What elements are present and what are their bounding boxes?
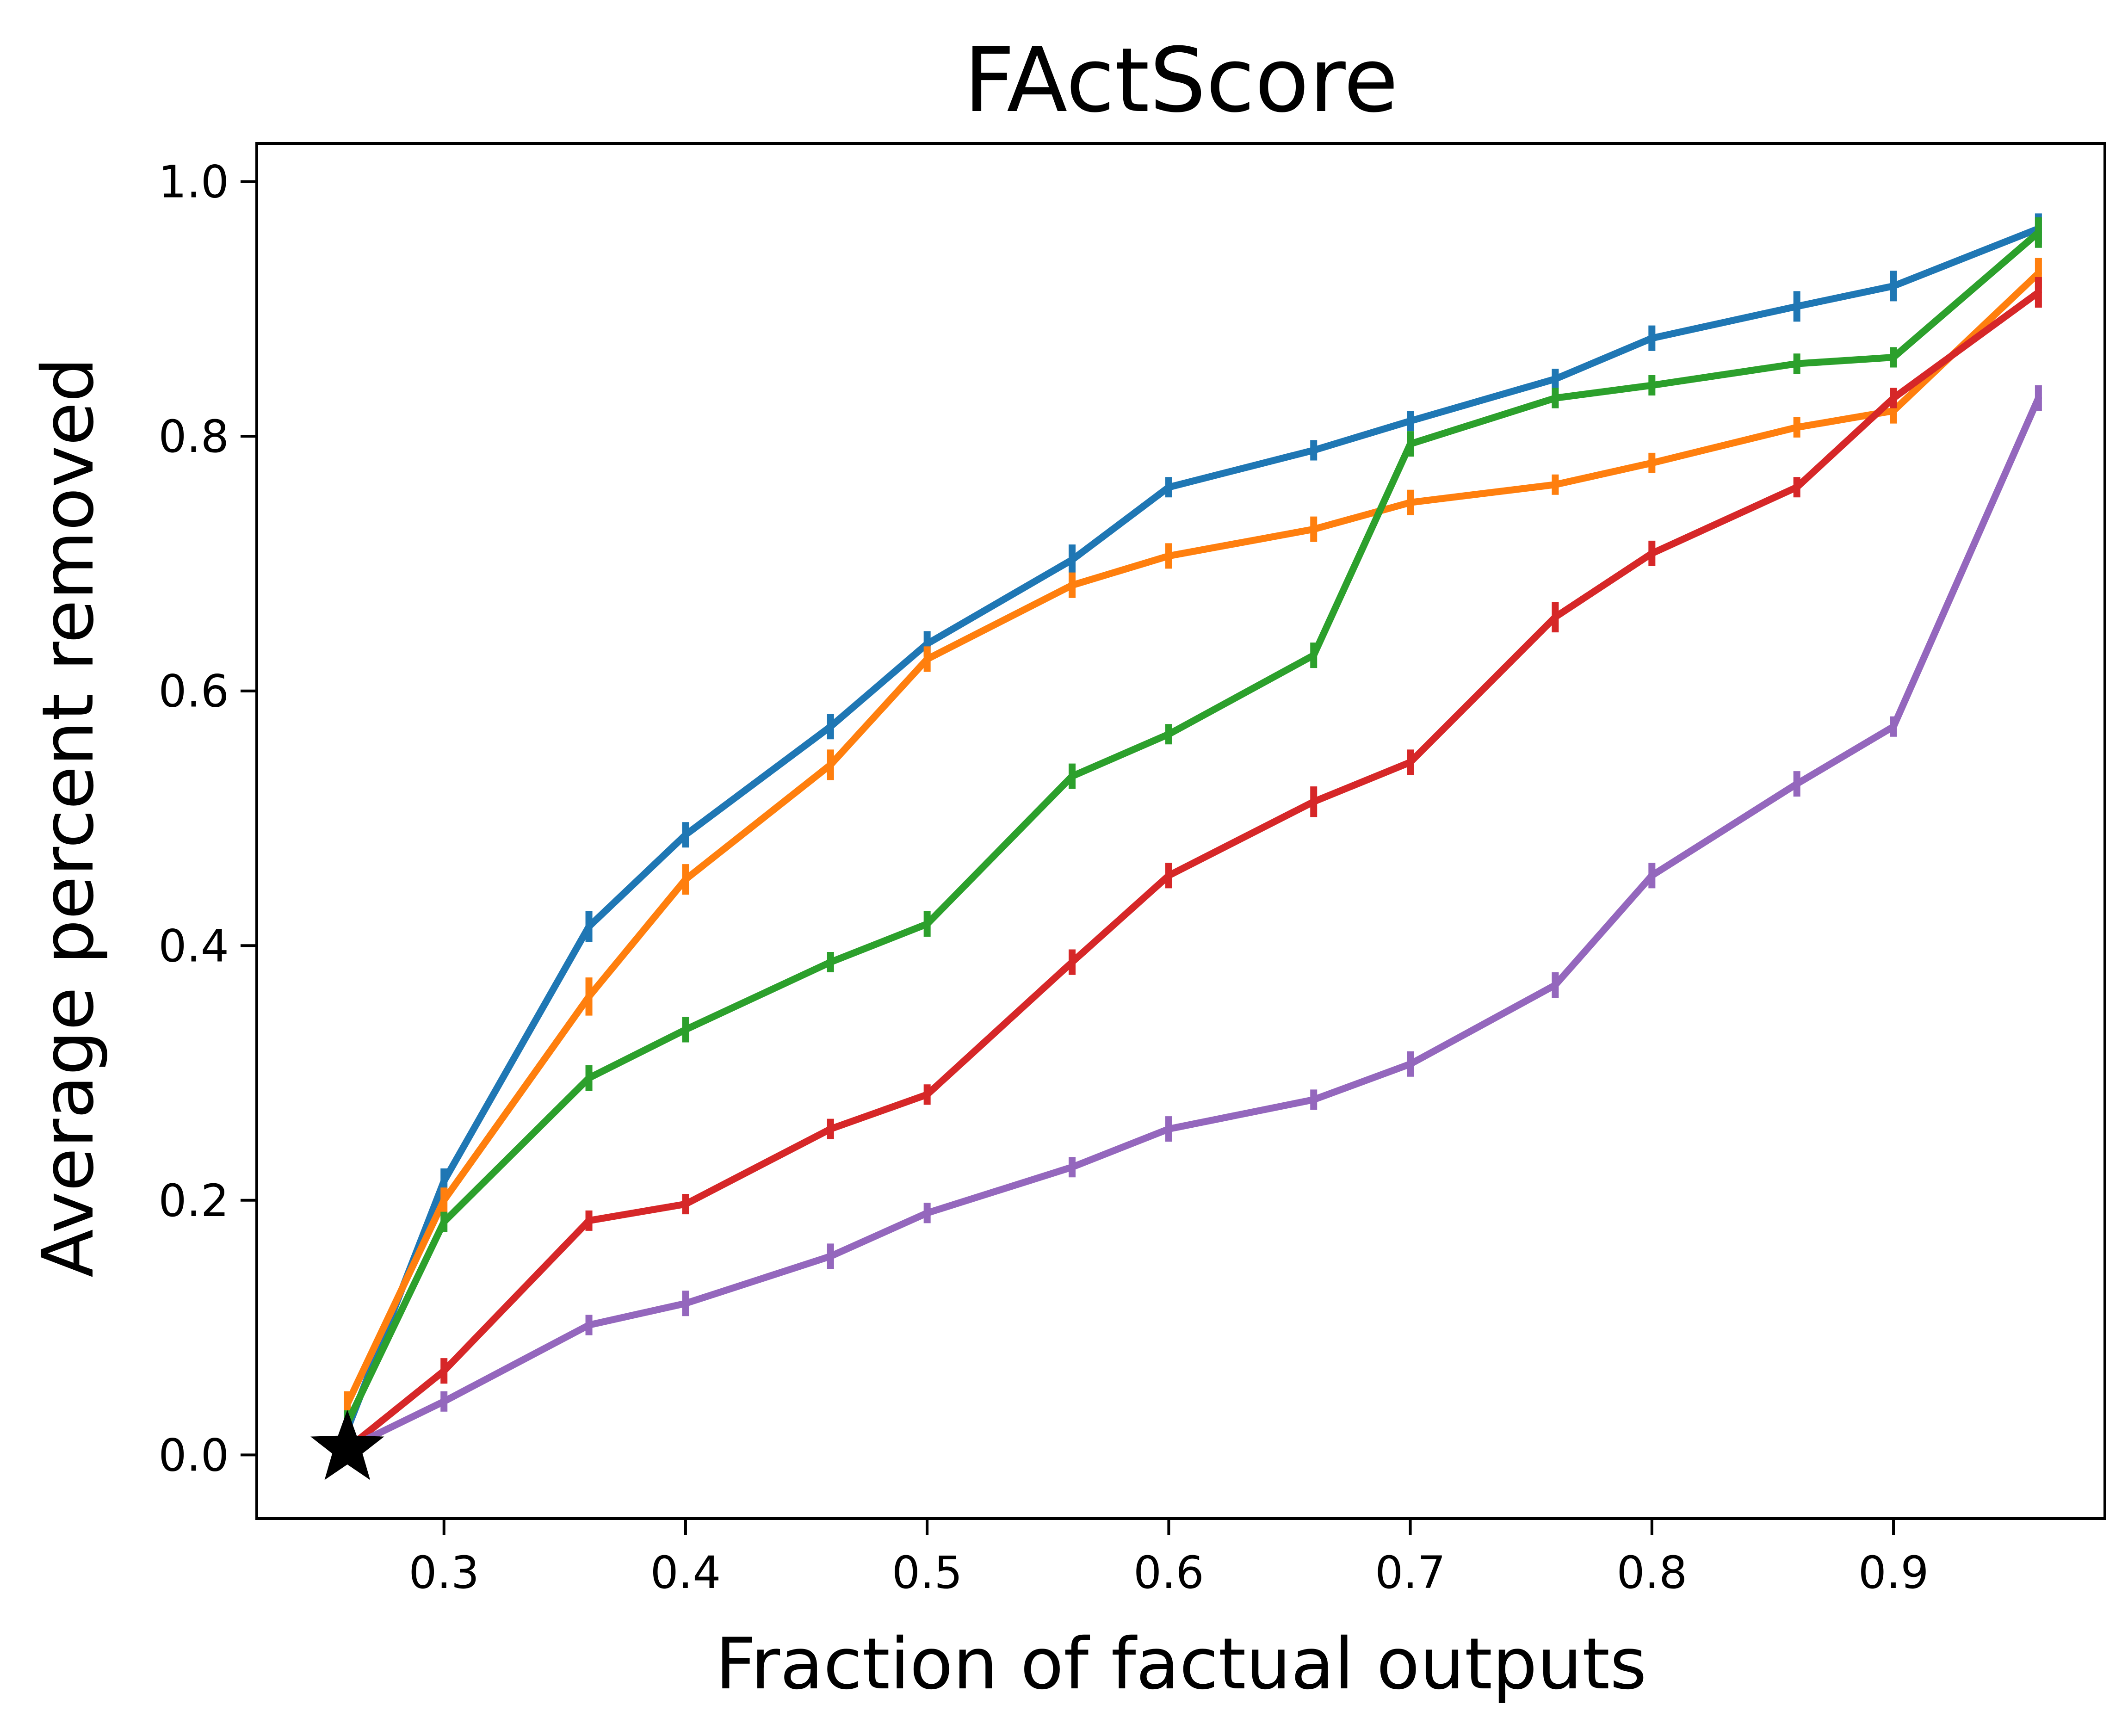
- y-axis-label: Average percent removed: [27, 357, 110, 1278]
- y-tick-label: 1.0: [158, 156, 229, 208]
- chart-title: FActScore: [964, 29, 1398, 132]
- x-tick-label: 0.6: [1133, 1547, 1204, 1599]
- y-tick-label: 0.2: [158, 1175, 229, 1227]
- x-tick-label: 0.8: [1616, 1547, 1687, 1599]
- x-tick-label: 0.7: [1375, 1547, 1446, 1599]
- axes-frame: [255, 142, 2106, 1520]
- y-tick-label: 0.6: [158, 666, 229, 717]
- x-tick-label: 0.3: [408, 1547, 479, 1599]
- y-tick-label: 0.8: [158, 411, 229, 463]
- star-marker: [310, 1409, 384, 1480]
- x-axis-label: Fraction of factual outputs: [715, 1623, 1646, 1705]
- y-tick-label: 0.0: [158, 1429, 229, 1481]
- x-tick-label: 0.4: [650, 1547, 721, 1599]
- plot-area: 0.3 0.4 0.5 0.6 0.7 0.8 0.9 0.0 0.2 0.4 0.6 0.8 1.0: [158, 142, 2106, 1599]
- x-tick-label: 0.5: [892, 1547, 963, 1599]
- y-tick-label: 0.4: [158, 920, 229, 972]
- x-tick-label: 0.9: [1858, 1547, 1929, 1599]
